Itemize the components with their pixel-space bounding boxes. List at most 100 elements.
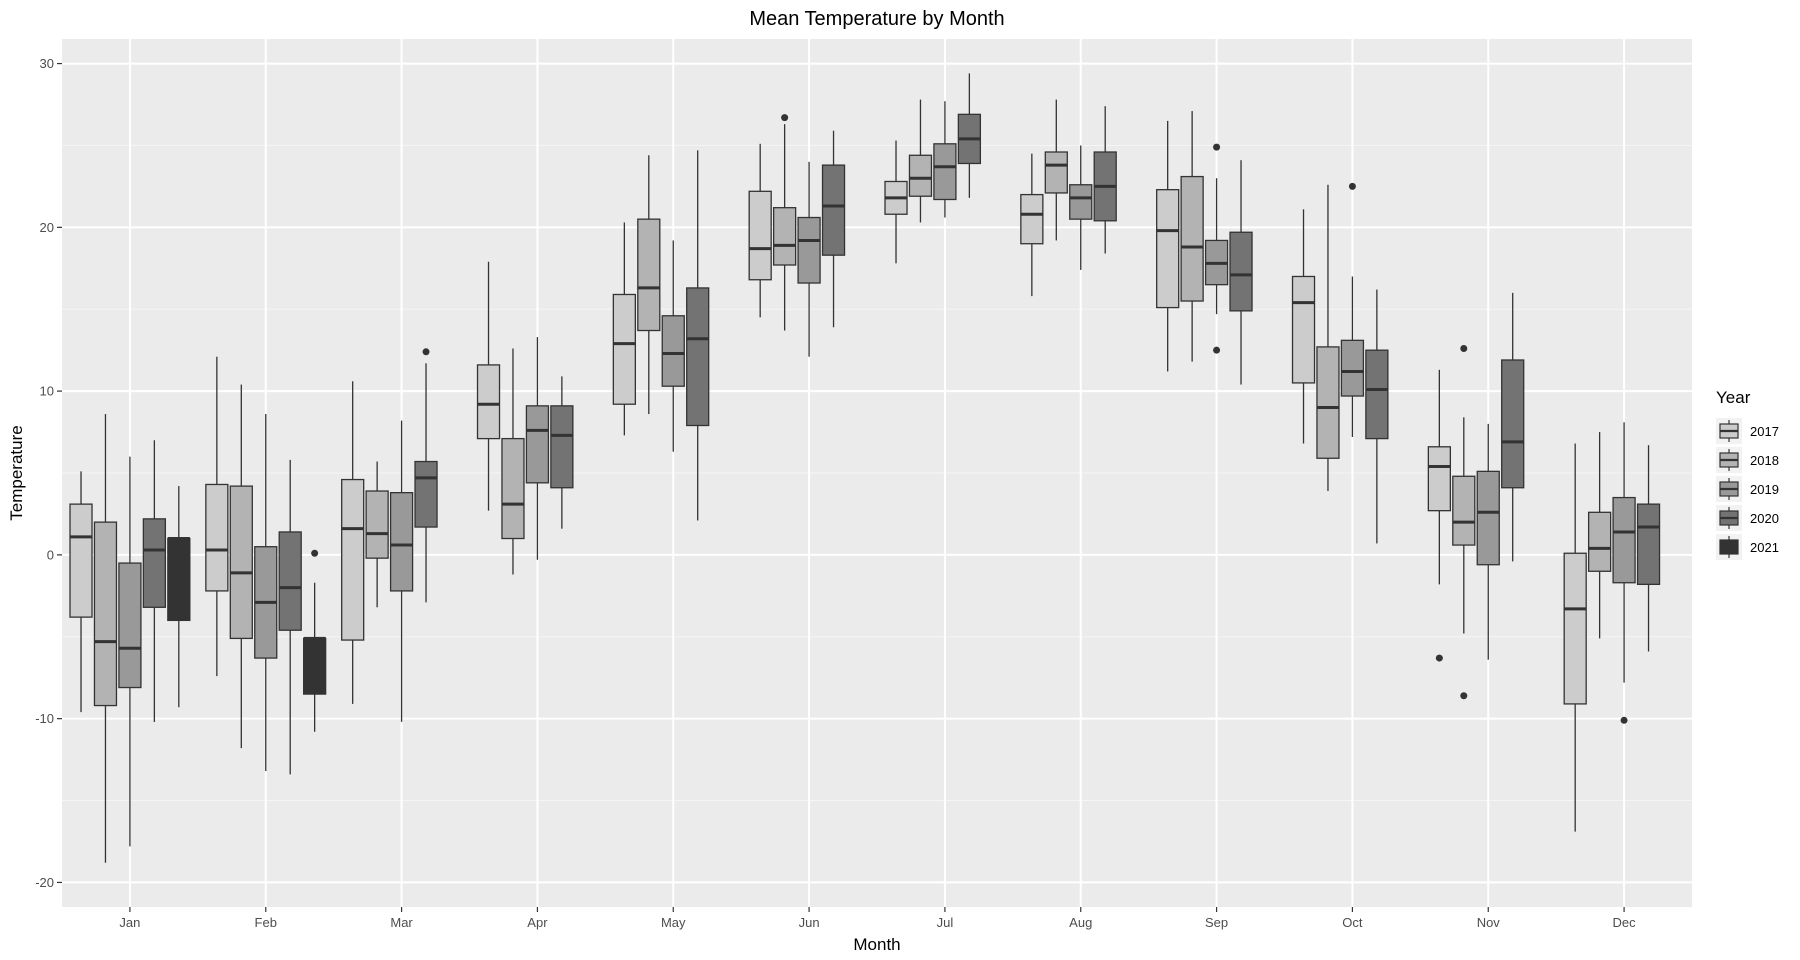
box-2018-Jan: [93, 414, 118, 863]
box-body: [933, 143, 957, 201]
box-body: [302, 637, 327, 695]
box-2018-Jun: [772, 114, 797, 331]
legend-label: 2017: [1750, 424, 1779, 439]
box-2019-Apr: [525, 337, 550, 560]
box-body: [229, 485, 253, 640]
box-body: [142, 518, 167, 608]
box-body: [908, 154, 933, 197]
x-tick-label: Jul: [937, 915, 954, 930]
box-2020-Aug: [1093, 106, 1117, 254]
box-2019-Aug: [1069, 145, 1093, 270]
legend-item-2021: 2021: [1716, 534, 1779, 560]
box-2020-Apr: [550, 376, 574, 529]
box-2017-Sep: [1156, 120, 1180, 372]
box-body: [550, 405, 574, 489]
box-body: [341, 478, 365, 641]
box-2017-Jan: [69, 471, 93, 713]
box-body: [69, 503, 93, 618]
box-2021-Feb: [302, 549, 327, 732]
box-body: [1044, 151, 1068, 194]
box-2018-Oct: [1316, 184, 1340, 492]
box-body: [414, 460, 438, 528]
box-2019-Feb: [254, 414, 278, 772]
y-axis-title: Temperature: [7, 425, 26, 520]
y-tick-label: -10: [35, 711, 54, 726]
x-tick-label: Aug: [1069, 915, 1092, 930]
outlier-point: [422, 348, 430, 356]
box-2020-Jan: [142, 440, 167, 722]
box-2021-Jan: [167, 486, 191, 708]
box-2019-Sep: [1204, 143, 1229, 354]
box-body: [365, 490, 389, 559]
box-2017-Aug: [1020, 153, 1044, 297]
box-2018-Mar: [365, 461, 389, 608]
box-body: [1229, 231, 1253, 312]
box-2019-Oct: [1340, 182, 1365, 437]
y-tick-label: -20: [35, 875, 54, 890]
outlier-point: [1213, 346, 1221, 354]
box-body: [748, 190, 772, 281]
box-body: [1156, 189, 1180, 309]
x-tick-label: Mar: [390, 915, 413, 930]
box-2019-May: [661, 240, 685, 452]
outlier-point: [311, 549, 319, 557]
box-body: [1612, 496, 1636, 584]
box-body: [278, 531, 302, 631]
box-body: [821, 164, 846, 256]
chart-title: Mean Temperature by Month: [749, 8, 1004, 30]
box-2018-Jul: [908, 99, 933, 223]
legend-label: 2018: [1750, 453, 1779, 468]
box-body: [772, 207, 797, 266]
outlier-point: [1348, 182, 1356, 190]
x-tick-label: Jun: [799, 915, 820, 930]
box-body: [525, 405, 550, 484]
box-2020-May: [686, 150, 710, 521]
x-tick-label: Oct: [1342, 915, 1363, 930]
outlier-point: [1213, 143, 1221, 151]
box-body: [93, 521, 118, 707]
legend-label: 2020: [1750, 511, 1779, 526]
box-2020-Jun: [821, 130, 846, 328]
box-2019-Jan: [118, 456, 142, 847]
box-body: [1180, 175, 1204, 302]
x-tick-label: Feb: [255, 915, 277, 930]
box-body: [167, 537, 191, 622]
box-body: [1563, 552, 1587, 705]
legend-title: Year: [1716, 388, 1751, 407]
box-2020-Sep: [1229, 160, 1253, 385]
box-2017-Dec: [1563, 443, 1587, 832]
box-2017-Apr: [476, 261, 501, 511]
box-2018-May: [637, 155, 661, 415]
outlier-point: [1460, 345, 1468, 353]
y-tick-label: 30: [40, 56, 54, 71]
box-body: [1316, 346, 1340, 459]
box-body: [1291, 275, 1316, 384]
box-body: [118, 562, 142, 689]
box-body: [501, 437, 525, 540]
axes-layer: -20 -10 0 10 20 30 Jan Feb Mar Apr May Jun Jul Aug Sep…: [35, 56, 1636, 930]
box-2020-Dec: [1636, 445, 1661, 652]
outlier-point: [781, 114, 789, 122]
box-2020-Jul: [957, 73, 982, 198]
legend-item-2017: 2017: [1716, 418, 1779, 444]
box-body: [1069, 184, 1093, 220]
box-2018-Sep: [1180, 111, 1204, 362]
outlier-point: [1620, 716, 1628, 724]
legend-label: 2019: [1750, 482, 1779, 497]
x-tick-label: Sep: [1205, 915, 1228, 930]
outlier-point: [1460, 692, 1468, 700]
box-body: [686, 287, 710, 427]
x-axis-title: Month: [853, 935, 900, 954]
box-2018-Nov: [1452, 345, 1476, 700]
legend-label: 2021: [1750, 540, 1779, 555]
box-body: [1587, 511, 1612, 572]
box-2017-Oct: [1291, 209, 1316, 444]
box-body: [661, 315, 685, 387]
legend-item-2018: 2018: [1716, 447, 1779, 473]
box-2017-May: [612, 222, 637, 436]
box-body: [1501, 359, 1525, 489]
outlier-point: [1435, 654, 1443, 662]
box-2017-Jun: [748, 143, 772, 318]
box-body: [1427, 446, 1452, 512]
